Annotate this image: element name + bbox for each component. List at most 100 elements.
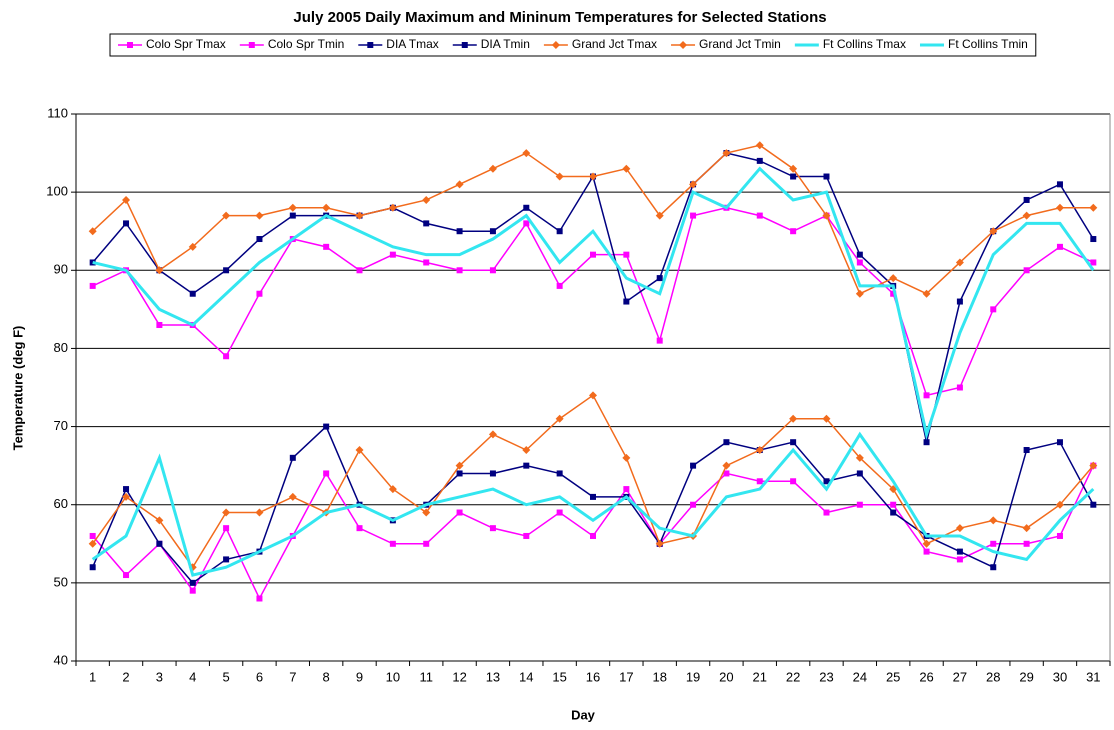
data-point (1056, 532, 1063, 539)
data-point (523, 220, 530, 227)
data-point (590, 251, 596, 258)
data-point (756, 478, 763, 485)
x-tick-label: 11 (419, 669, 433, 684)
data-point (323, 470, 330, 477)
data-point (990, 540, 997, 547)
data-point (522, 446, 531, 455)
legend-label: Grand Jct Tmax (572, 37, 657, 51)
data-point (1056, 181, 1063, 188)
x-tick-label: 24 (853, 669, 867, 684)
y-axis-label: Temperature (deg F) (10, 326, 25, 451)
data-point (690, 501, 697, 508)
data-point (1055, 203, 1064, 212)
data-point (589, 391, 597, 400)
x-tick-label: 7 (289, 669, 296, 684)
x-tick-label: 29 (1019, 669, 1033, 684)
data-point (755, 446, 764, 455)
legend-label: Colo Spr Tmax (146, 37, 226, 51)
data-point (1055, 500, 1064, 509)
data-point (856, 251, 863, 258)
data-point (356, 525, 363, 532)
x-tick-label: 15 (552, 669, 566, 684)
data-point (123, 486, 130, 493)
data-point (590, 532, 596, 539)
data-point (556, 470, 563, 477)
y-tick-label: 80 (54, 340, 68, 355)
data-point (488, 430, 497, 439)
data-point (188, 242, 197, 251)
data-point (455, 180, 464, 189)
data-point (890, 509, 897, 516)
series-line (92, 207, 1094, 397)
data-point (289, 454, 296, 461)
data-point (923, 548, 930, 555)
data-point (1022, 524, 1031, 533)
series-line (92, 394, 1094, 569)
data-point (456, 470, 463, 477)
data-point (890, 501, 897, 508)
data-point (523, 462, 530, 469)
x-tick-label: 26 (919, 669, 933, 684)
data-point (223, 353, 230, 360)
data-point (890, 290, 897, 297)
y-tick-label: 110 (47, 105, 68, 120)
data-point (856, 259, 863, 266)
data-point (1023, 267, 1030, 274)
data-point (255, 508, 264, 517)
x-tick-label: 12 (452, 669, 466, 684)
data-point (989, 516, 998, 525)
x-tick-label: 23 (819, 669, 833, 684)
data-point (89, 564, 96, 571)
legend: Colo Spr Tmax Colo Spr Tmin DIA Tmax DIA Tm… (109, 33, 1037, 57)
data-point (823, 509, 830, 516)
data-point (522, 149, 531, 158)
data-point (556, 282, 563, 289)
legend-label: Ft Collins Tmin (948, 37, 1028, 51)
data-point (89, 532, 96, 539)
y-tick-label: 90 (54, 262, 68, 277)
legend-label: DIA Tmin (481, 37, 530, 51)
data-point (889, 274, 898, 283)
data-point (456, 228, 463, 235)
data-point (789, 414, 798, 423)
data-point (423, 540, 430, 547)
data-point (323, 243, 330, 250)
data-point (355, 211, 364, 220)
legend-label: Colo Spr Tmin (268, 37, 344, 51)
data-point (489, 470, 496, 477)
data-point (222, 211, 231, 220)
x-tick-label: 27 (953, 669, 967, 684)
data-point (88, 539, 97, 548)
data-point (923, 392, 930, 399)
data-point (1056, 439, 1063, 446)
data-point (256, 595, 263, 602)
data-point (790, 173, 797, 180)
data-point (422, 508, 431, 517)
data-point (855, 289, 864, 298)
legend-marker (679, 41, 688, 49)
data-point (255, 211, 264, 220)
data-point (222, 508, 231, 517)
data-point (1090, 259, 1097, 266)
x-tick-label: 30 (1053, 669, 1067, 684)
series-line (92, 465, 1094, 601)
data-point (223, 267, 230, 274)
x-tick-label: 16 (586, 669, 600, 684)
data-point (555, 172, 564, 181)
y-tick-label: 50 (54, 574, 68, 589)
x-tick-label: 25 (886, 669, 900, 684)
data-point (88, 227, 97, 236)
data-point (723, 470, 730, 477)
data-point (956, 384, 963, 391)
data-point (223, 525, 230, 532)
data-point (456, 267, 463, 274)
series-line (91, 431, 1095, 577)
data-point (589, 172, 597, 181)
x-tick-label: 2 (122, 669, 129, 684)
data-point (356, 267, 363, 274)
data-point (1056, 243, 1063, 250)
x-tick-label: 14 (519, 669, 533, 684)
y-tick-label: 100 (46, 184, 68, 199)
data-point (189, 290, 196, 297)
